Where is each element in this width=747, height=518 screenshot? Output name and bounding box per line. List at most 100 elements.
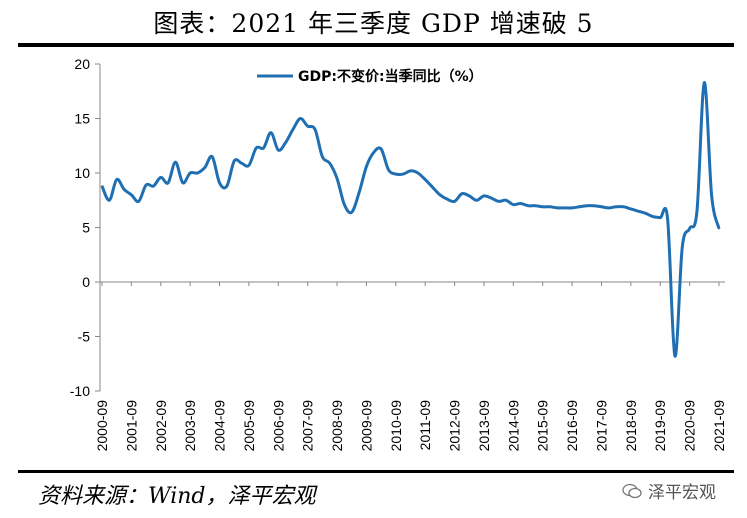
x-tick-label: 2008-09 <box>329 400 345 452</box>
y-tick-label: 15 <box>74 111 90 127</box>
data-point <box>688 227 691 230</box>
data-point <box>380 148 382 150</box>
data-point <box>696 210 698 212</box>
x-tick-label: 2013-09 <box>476 400 492 452</box>
data-point <box>159 176 162 179</box>
y-tick-label: -10 <box>70 383 90 399</box>
data-point <box>152 185 155 187</box>
data-point <box>108 199 111 202</box>
data-point <box>563 207 566 209</box>
series-layer <box>100 81 721 358</box>
data-point <box>358 191 360 194</box>
y-tick-label: 0 <box>82 274 90 290</box>
data-point <box>556 207 559 209</box>
x-tick-label: 2011-09 <box>417 400 433 451</box>
top-rule <box>18 43 734 47</box>
data-point <box>240 162 243 164</box>
data-point <box>608 207 610 209</box>
data-point <box>255 147 258 149</box>
source-note: 资料来源：Wind，泽平宏观 <box>38 484 316 509</box>
x-tick-label: 2019-09 <box>652 400 668 452</box>
data-point <box>666 217 669 220</box>
x-tick-label: 2016-09 <box>564 400 580 452</box>
y-ticks: -10 -5 0 5 10 15 20 <box>70 56 100 399</box>
data-point <box>630 208 632 210</box>
data-point <box>468 195 471 197</box>
data-point <box>453 200 456 203</box>
data-point <box>461 192 463 195</box>
data-point <box>115 178 118 181</box>
data-point <box>306 125 309 127</box>
data-point <box>137 200 140 203</box>
data-point <box>130 194 133 196</box>
data-point <box>365 165 368 168</box>
x-tick-label: 2009-09 <box>358 400 374 452</box>
x-tick-label: 2012-09 <box>447 400 463 452</box>
data-point <box>123 188 125 191</box>
data-point <box>101 185 103 187</box>
data-point <box>571 207 573 209</box>
watermark-text: 泽平宏观 <box>648 483 716 503</box>
data-point <box>541 205 544 208</box>
data-point <box>549 205 551 208</box>
data-point <box>402 173 404 175</box>
data-point <box>417 172 419 174</box>
data-point <box>674 355 676 357</box>
data-point <box>527 204 529 207</box>
data-point <box>372 151 375 154</box>
series-line-gdp <box>100 81 721 358</box>
data-point <box>710 195 713 197</box>
data-point <box>615 205 617 208</box>
x-tick-label: 2021-09 <box>711 400 727 452</box>
data-point <box>328 162 331 164</box>
bottom-rule <box>18 470 734 473</box>
data-point <box>233 160 236 162</box>
x-tick-label: 2010-09 <box>388 400 404 452</box>
data-point <box>431 186 434 188</box>
data-point <box>174 161 177 163</box>
data-point <box>519 202 522 205</box>
y-tick-label: -5 <box>78 329 91 345</box>
data-point <box>424 178 426 181</box>
data-point <box>652 215 654 218</box>
x-ticks: 2000-09 2001-09 2002-09 2003-09 2004-09 2005-… <box>94 282 727 451</box>
legend-label: GDP:不变价:当季同比（%） <box>298 68 483 85</box>
data-point <box>248 164 250 167</box>
x-tick-label: 2007-09 <box>300 400 316 452</box>
x-tick-label: 2014-09 <box>505 400 521 452</box>
legend: GDP:不变价:当季同比（%） <box>257 68 483 85</box>
y-tick-label: 20 <box>74 56 90 72</box>
data-point <box>578 205 581 208</box>
data-point <box>218 182 221 184</box>
x-tick-label: 2000-09 <box>94 400 110 452</box>
data-point <box>262 147 265 149</box>
data-point <box>292 128 294 131</box>
data-point <box>593 204 595 207</box>
data-point <box>387 168 390 171</box>
data-point <box>321 155 324 158</box>
x-tick-label: 2004-09 <box>212 400 228 452</box>
x-tick-label: 2017-09 <box>593 400 609 452</box>
data-point <box>409 170 412 172</box>
data-point <box>600 205 603 208</box>
data-point <box>277 149 280 151</box>
data-point <box>350 211 353 214</box>
data-point <box>644 212 647 215</box>
data-point <box>189 172 191 174</box>
data-point <box>314 128 316 131</box>
y-tick-label: 5 <box>82 220 90 236</box>
data-point <box>512 203 515 206</box>
data-point <box>204 166 206 169</box>
x-tick-label: 2005-09 <box>241 400 257 452</box>
x-tick-label: 2003-09 <box>182 400 198 452</box>
data-point <box>446 198 449 200</box>
data-point <box>395 173 397 175</box>
chart-title: 图表：2021 年三季度 GDP 增速破 5 <box>153 9 594 38</box>
wechat-icon <box>622 483 642 498</box>
line-chart: -10 -5 0 5 10 15 20 2000-09 2001-09 2002-09 2003-… <box>70 56 727 451</box>
data-point <box>534 204 537 207</box>
data-point <box>284 141 287 144</box>
x-tick-label: 2020-09 <box>682 400 698 452</box>
watermark: 泽平宏观 <box>622 478 716 503</box>
data-point <box>196 172 199 174</box>
